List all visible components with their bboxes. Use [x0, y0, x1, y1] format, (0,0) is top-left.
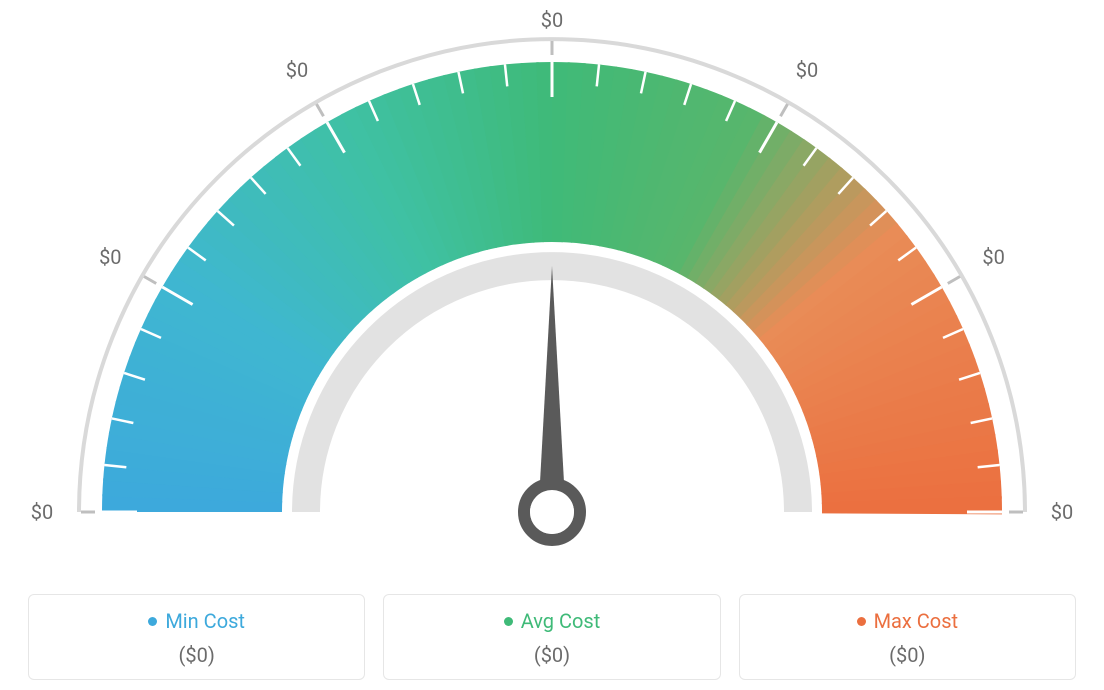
legend-avg-label: Avg Cost [521, 609, 601, 633]
gauge-tick-label: $0 [286, 58, 308, 82]
legend-avg-value: ($0) [394, 643, 709, 667]
legend-min-box: Min Cost ($0) [28, 594, 365, 680]
legend-avg-box: Avg Cost ($0) [383, 594, 720, 680]
gauge-tick-label: $0 [1051, 500, 1073, 524]
legend-min-value: ($0) [39, 643, 354, 667]
gauge-svg [0, 0, 1104, 560]
gauge-tick-label: $0 [31, 500, 53, 524]
legend-min-dot [148, 617, 157, 626]
legend-max-label: Max Cost [874, 609, 959, 633]
gauge-area: $0 $0 $0 $0 $0 $0 $0 [0, 0, 1104, 560]
legend-max-title: Max Cost [857, 609, 959, 633]
gauge-tick-label: $0 [99, 245, 121, 269]
legend-row: Min Cost ($0) Avg Cost ($0) Max Cost ($0… [28, 594, 1076, 680]
gauge-tick-label: $0 [982, 245, 1004, 269]
legend-min-label: Min Cost [165, 609, 245, 633]
gauge-tick-label: $0 [796, 58, 818, 82]
legend-avg-title: Avg Cost [504, 609, 601, 633]
gauge-tick-label: $0 [541, 8, 563, 32]
legend-max-dot [857, 617, 866, 626]
cost-gauge-infographic: $0 $0 $0 $0 $0 $0 $0 Min Cost ($0) Avg Cost ($… [0, 0, 1104, 690]
legend-max-box: Max Cost ($0) [739, 594, 1076, 680]
legend-max-value: ($0) [750, 643, 1065, 667]
legend-min-title: Min Cost [148, 609, 245, 633]
legend-avg-dot [504, 617, 513, 626]
